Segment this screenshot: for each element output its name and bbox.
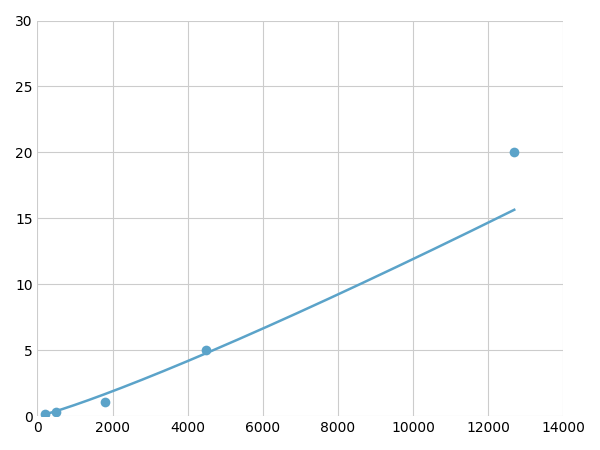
Point [509,149,519,156]
Point [40,410,50,417]
Point [52,409,61,416]
Point [202,346,211,354]
Point [100,398,110,405]
